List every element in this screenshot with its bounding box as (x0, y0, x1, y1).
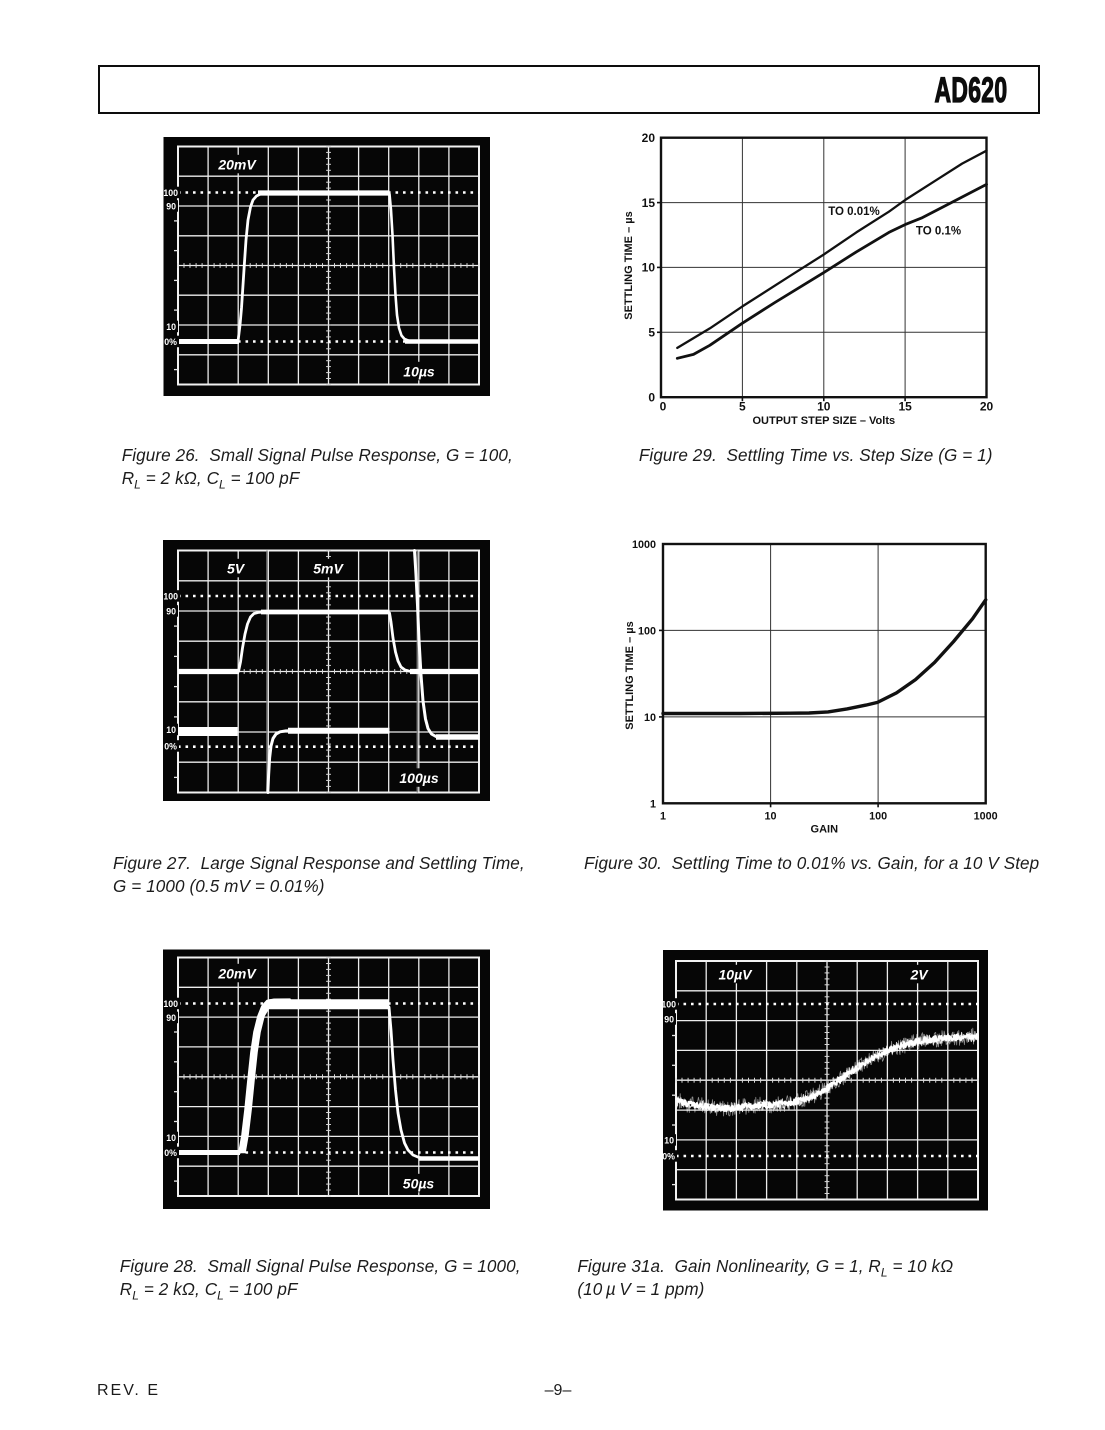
svg-text:1: 1 (660, 811, 666, 823)
svg-text:5mV: 5mV (313, 561, 344, 577)
svg-text:20: 20 (980, 400, 994, 414)
svg-text:10µV: 10µV (719, 967, 754, 983)
svg-text:2V: 2V (909, 967, 929, 983)
svg-text:10: 10 (166, 725, 176, 735)
svg-text:90: 90 (166, 202, 176, 212)
svg-text:10: 10 (166, 1133, 176, 1143)
svg-text:0%: 0% (164, 337, 177, 347)
svg-text:15: 15 (642, 196, 656, 210)
svg-text:TO 0.01%: TO 0.01% (828, 206, 880, 218)
svg-text:10: 10 (765, 811, 777, 823)
svg-text:100: 100 (163, 188, 178, 198)
svg-text:1: 1 (650, 798, 656, 810)
svg-text:100: 100 (638, 625, 656, 637)
svg-text:100: 100 (163, 999, 178, 1009)
svg-text:1000: 1000 (974, 811, 998, 823)
svg-text:10: 10 (817, 400, 831, 414)
svg-text:10: 10 (644, 712, 656, 724)
svg-text:0%: 0% (164, 742, 177, 752)
svg-text:10: 10 (166, 322, 176, 332)
svg-text:20: 20 (642, 131, 656, 145)
svg-text:100µs: 100µs (399, 770, 438, 786)
svg-text:0%: 0% (164, 1148, 177, 1158)
svg-text:50µs: 50µs (403, 1176, 435, 1192)
svg-text:SETTLING TIME – µs: SETTLING TIME – µs (624, 621, 636, 729)
svg-text:SETTLING TIME – µs: SETTLING TIME – µs (623, 211, 635, 319)
svg-text:10: 10 (664, 1136, 674, 1146)
svg-text:20mV: 20mV (217, 966, 257, 982)
svg-text:OUTPUT STEP SIZE – Volts: OUTPUT STEP SIZE – Volts (752, 415, 895, 427)
svg-text:GAIN: GAIN (811, 824, 839, 836)
svg-text:0%: 0% (662, 1152, 675, 1162)
svg-text:15: 15 (898, 400, 912, 414)
svg-text:5: 5 (739, 400, 746, 414)
svg-text:20mV: 20mV (217, 157, 257, 173)
svg-text:5V: 5V (227, 561, 246, 577)
svg-text:100: 100 (163, 592, 178, 602)
svg-text:5: 5 (648, 326, 655, 340)
svg-text:100: 100 (869, 811, 887, 823)
svg-text:0: 0 (660, 400, 667, 414)
svg-text:100: 100 (661, 1000, 676, 1010)
svg-text:0: 0 (648, 390, 655, 404)
svg-text:10µs: 10µs (403, 364, 435, 380)
svg-text:90: 90 (664, 1015, 674, 1025)
svg-text:TO 0.1%: TO 0.1% (916, 226, 961, 238)
svg-text:1000: 1000 (632, 539, 656, 551)
svg-text:10: 10 (642, 261, 656, 275)
svg-text:90: 90 (166, 607, 176, 617)
svg-text:90: 90 (166, 1013, 176, 1023)
